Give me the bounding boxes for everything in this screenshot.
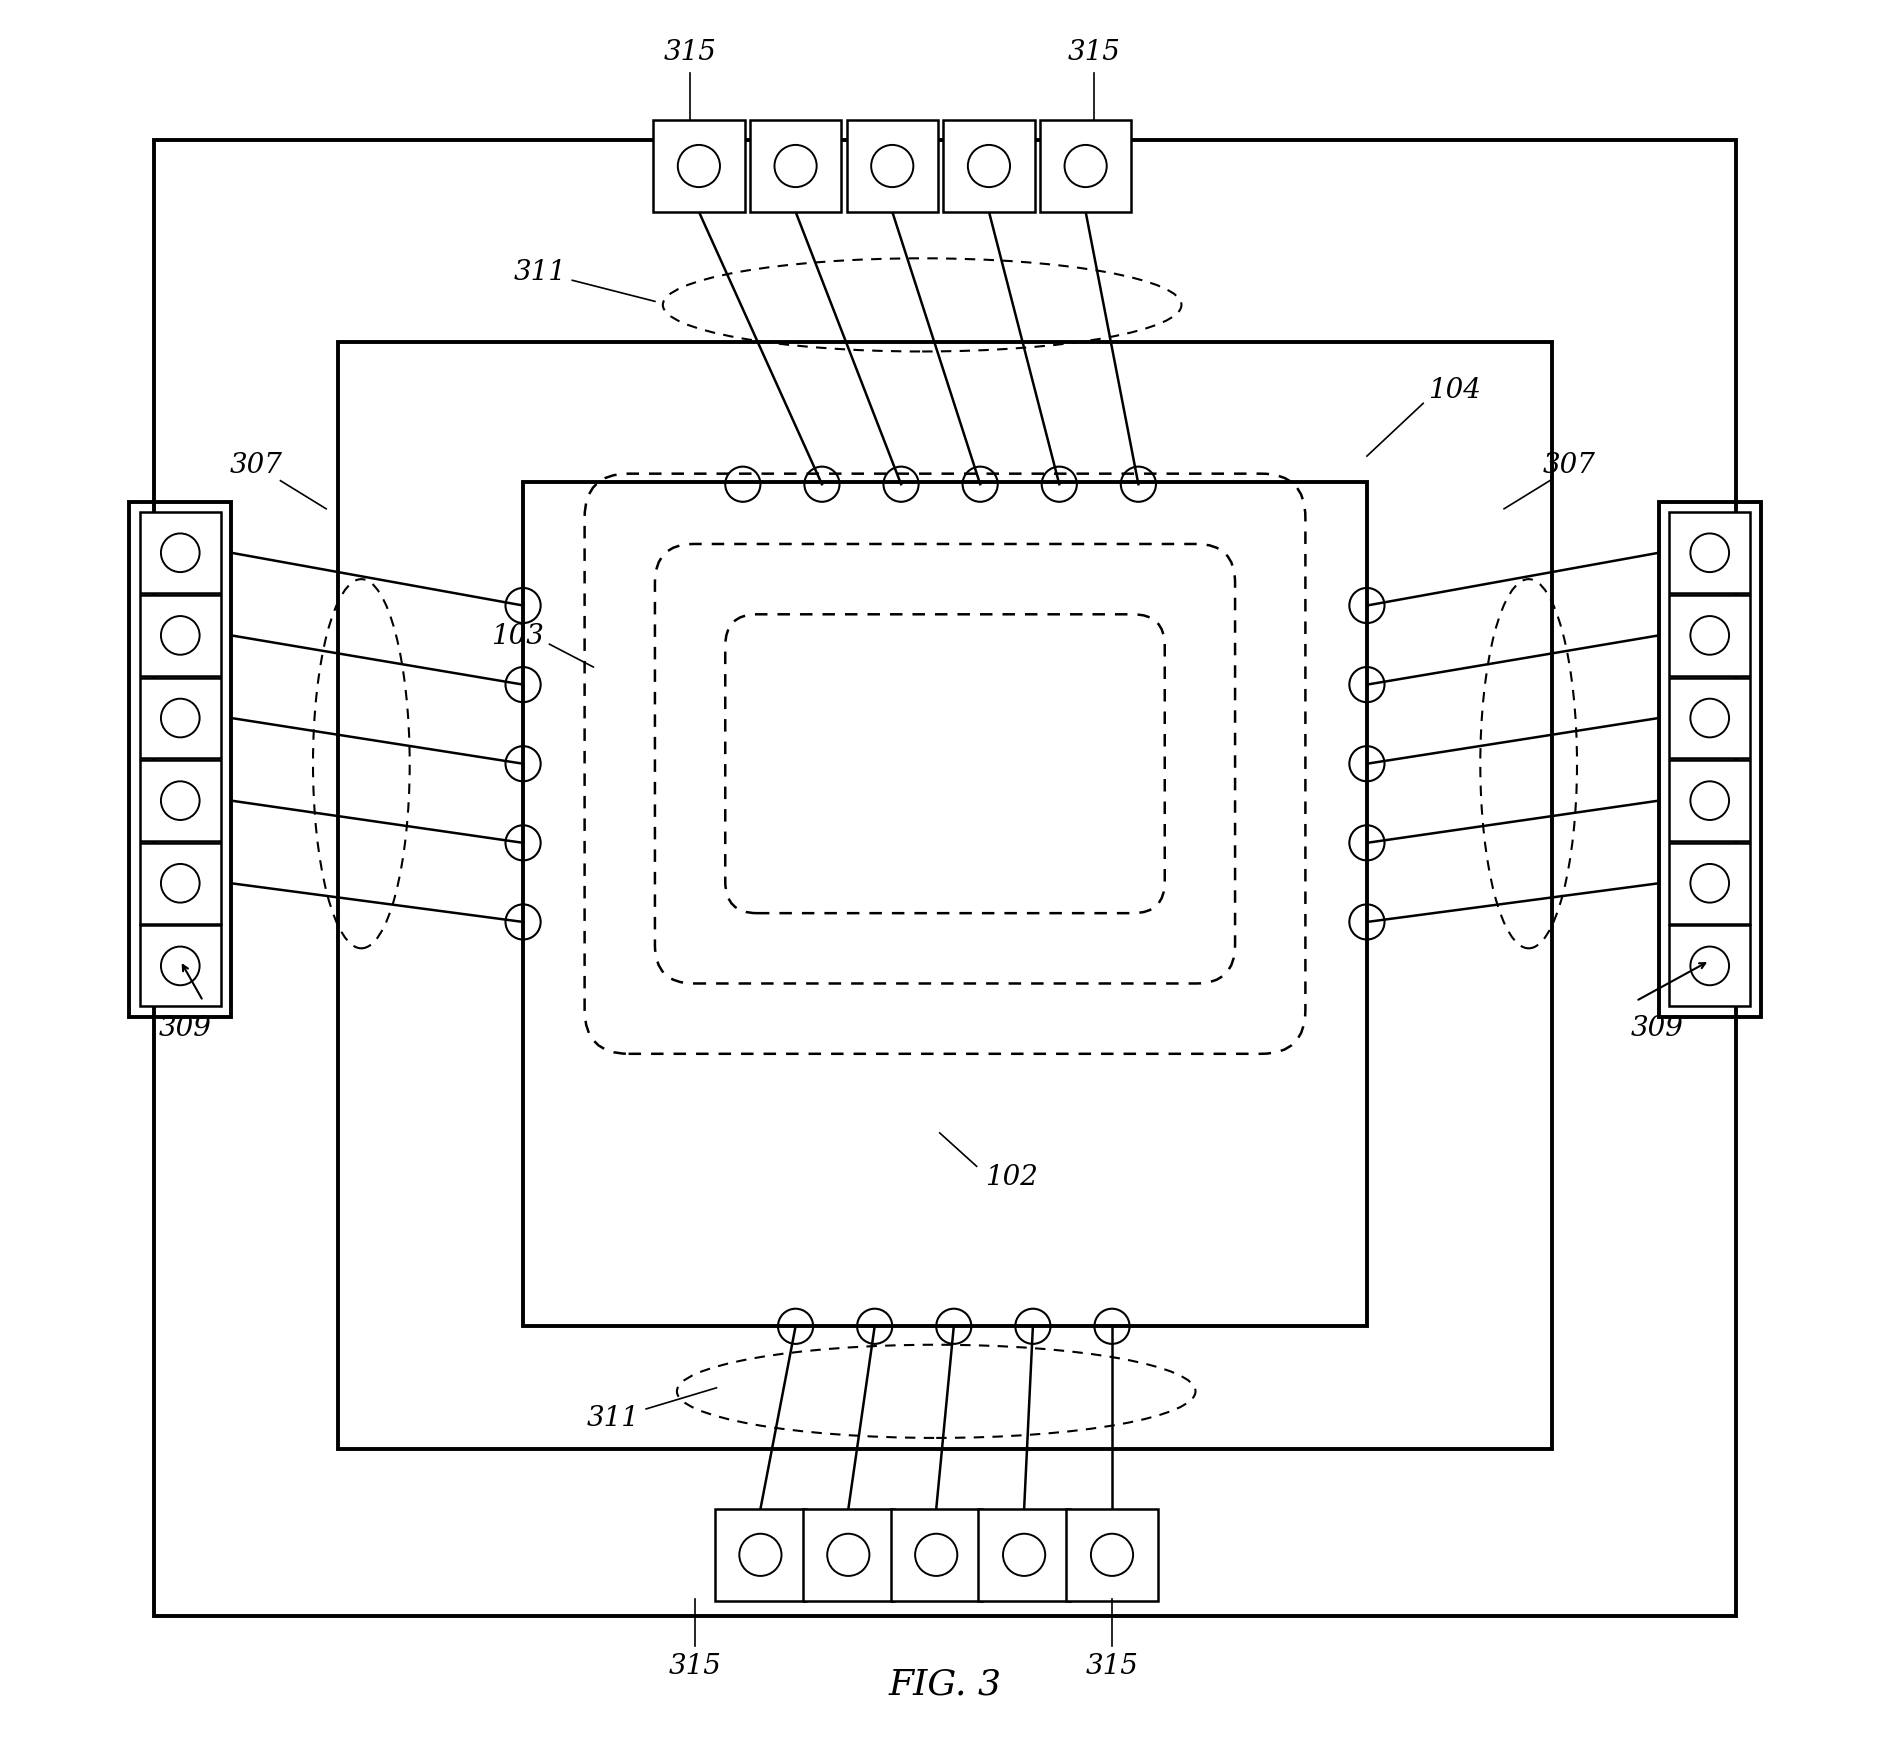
Bar: [140, 596, 221, 676]
Text: 315: 315: [663, 39, 716, 67]
Bar: [153, 141, 1736, 1616]
Bar: [140, 513, 221, 594]
Bar: [846, 121, 937, 213]
Bar: [1668, 596, 1749, 676]
Bar: [1039, 121, 1132, 213]
Bar: [1668, 513, 1749, 594]
Bar: [338, 343, 1551, 1450]
Bar: [750, 121, 841, 213]
Text: FIG. 3: FIG. 3: [888, 1666, 1001, 1701]
Bar: [890, 1509, 982, 1601]
Text: 307: 307: [229, 452, 281, 480]
Bar: [523, 483, 1366, 1327]
Text: 311: 311: [586, 1404, 638, 1432]
Bar: [654, 121, 744, 213]
Text: 309: 309: [1630, 1014, 1683, 1042]
Bar: [140, 926, 221, 1007]
Text: 102: 102: [984, 1163, 1037, 1191]
Bar: [1668, 843, 1749, 924]
Text: 315: 315: [669, 1652, 722, 1680]
Bar: [128, 503, 230, 1017]
Bar: [1668, 761, 1749, 842]
Bar: [943, 121, 1033, 213]
Bar: [979, 1509, 1069, 1601]
Bar: [1668, 926, 1749, 1007]
Bar: [1065, 1509, 1158, 1601]
Bar: [140, 843, 221, 924]
Text: 307: 307: [1541, 452, 1594, 480]
Text: 104: 104: [1428, 376, 1481, 404]
Bar: [1659, 503, 1761, 1017]
Text: 103: 103: [491, 622, 544, 650]
Bar: [140, 761, 221, 842]
Text: 309: 309: [159, 1014, 212, 1042]
Bar: [140, 678, 221, 759]
Bar: [714, 1509, 807, 1601]
Text: 315: 315: [1067, 39, 1120, 67]
Text: 315: 315: [1084, 1652, 1137, 1680]
Text: 311: 311: [514, 258, 567, 286]
Bar: [803, 1509, 893, 1601]
Bar: [1668, 678, 1749, 759]
